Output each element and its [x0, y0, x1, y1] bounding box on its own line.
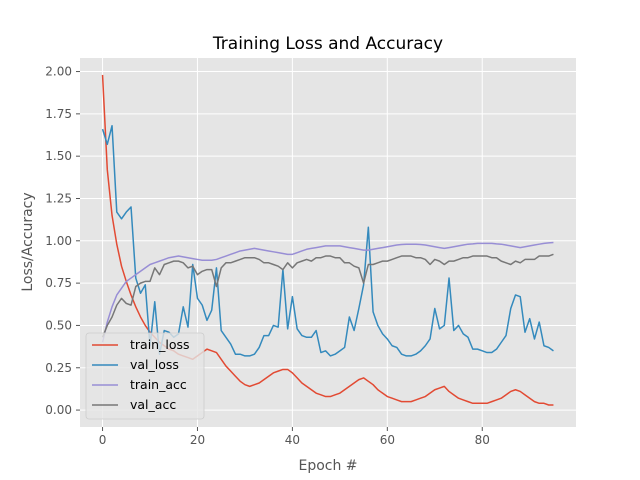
y-tick-label: 2.00	[45, 65, 72, 79]
x-tick-label: 40	[285, 433, 300, 447]
y-tick-label: 1.25	[45, 191, 72, 205]
series-line-train-acc	[101, 241, 554, 343]
series-line-val-acc	[101, 253, 554, 338]
x-tick-label: 60	[380, 433, 395, 447]
legend-label-train-loss: train_loss	[130, 337, 190, 352]
y-tick-label: 0.25	[45, 361, 72, 375]
y-tick-label: 0.75	[45, 276, 72, 290]
y-tick-label: 1.50	[45, 149, 72, 163]
x-tick-label: 0	[99, 433, 107, 447]
legend-label-train-acc: train_acc	[130, 377, 187, 392]
legend-label-val-loss: val_loss	[130, 357, 179, 372]
x-tick-label: 20	[190, 433, 205, 447]
y-tick-label: 1.75	[45, 107, 72, 121]
legend-box	[85, 332, 205, 420]
y-axis-label: Loss/Accuracy	[20, 192, 36, 291]
y-tick-label: 1.00	[45, 234, 72, 248]
legend-label-val-acc: val_acc	[130, 397, 176, 412]
y-tick-label: 0.50	[45, 318, 72, 332]
y-tick-label: 0.00	[45, 403, 72, 417]
chart-title: Training Loss and Accuracy	[212, 34, 443, 54]
ticks: 0 20 40 60 80 0.00 0.25 0.50 0.75 1.00 1.25 1.50 1.7…	[45, 65, 490, 447]
x-axis-label: Epoch #	[298, 458, 357, 474]
legend: train_loss val_loss train_acc val_acc	[85, 332, 205, 420]
x-tick-label: 80	[475, 433, 490, 447]
